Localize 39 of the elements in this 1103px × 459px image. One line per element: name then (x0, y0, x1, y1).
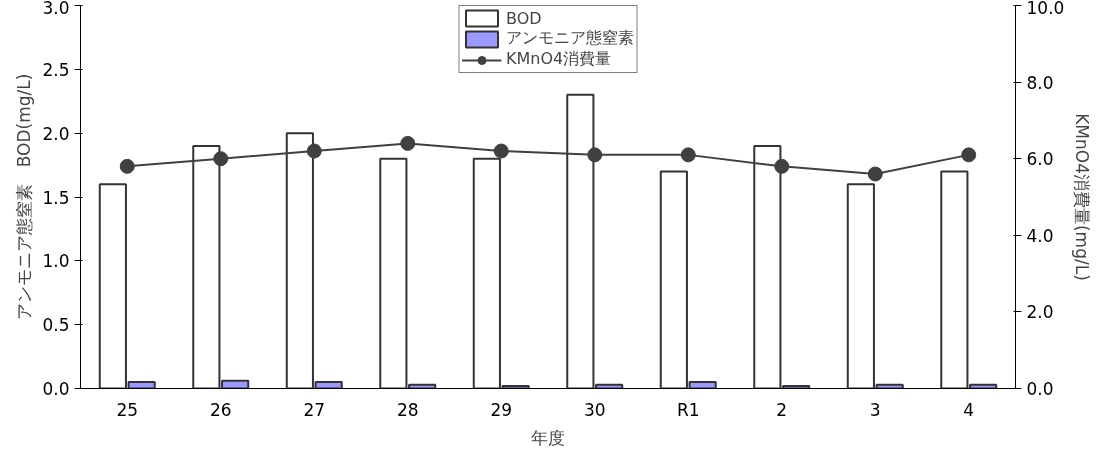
y-tick-label: 1.5 (42, 187, 70, 208)
y2-axis-title: KMnO4消費量(mg/L) (1072, 113, 1093, 281)
y2-tick-label: 2.0 (1026, 302, 1054, 323)
y-tick-label: 1.0 (42, 251, 70, 272)
y-axis-title: アンモニア態窒素 BOD(mg/L) (14, 73, 35, 321)
legend-label: アンモニア態窒素 (506, 28, 634, 49)
point (213, 151, 229, 167)
y2-tick-label: 8.0 (1026, 72, 1054, 93)
x-tick-label: 27 (303, 399, 326, 420)
y-tick-label: 2.5 (42, 59, 70, 80)
x-tick-label: 4 (963, 399, 975, 420)
y2-tick-label: 4.0 (1026, 225, 1054, 246)
y-tick-label: 0.5 (42, 315, 70, 336)
x-tick-label: 2 (776, 399, 788, 420)
y2-tick-label: 0.0 (1026, 379, 1054, 399)
x-tick-label: 3 (869, 399, 881, 420)
x-tick-label: 30 (583, 399, 606, 420)
x-tick-label: 29 (490, 399, 513, 420)
legend-label: BOD (506, 8, 542, 28)
x-axis-title: 年度 (531, 427, 565, 448)
point (961, 147, 977, 163)
point (587, 147, 603, 163)
x-tick-label: 26 (209, 399, 232, 420)
point (400, 135, 416, 151)
point (774, 158, 790, 174)
point (306, 143, 322, 159)
point (680, 147, 696, 163)
legend-label: KMnO4消費量 (506, 49, 612, 70)
y2-tick-label: 10.0 (1026, 0, 1065, 18)
x-tick-label: 28 (396, 399, 419, 420)
y-tick-label: 2.0 (42, 123, 70, 144)
y2-tick-label: 6.0 (1026, 149, 1054, 170)
y-tick-label: 3.0 (42, 0, 70, 18)
x-tick-label: 25 (116, 399, 139, 420)
point (867, 166, 883, 182)
y-tick-label: 0.0 (42, 379, 70, 399)
point (493, 143, 509, 159)
point (119, 158, 135, 174)
x-tick-label: R1 (676, 399, 700, 420)
